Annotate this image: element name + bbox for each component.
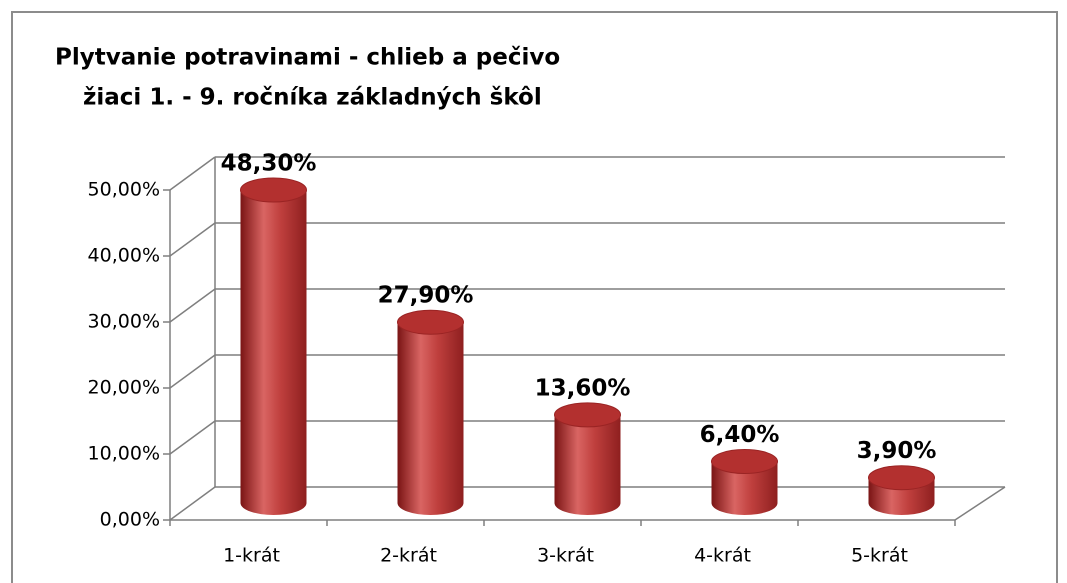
bar [240, 178, 307, 516]
x-tick-label: 2-krát [380, 545, 437, 567]
grid-diagonal [169, 156, 216, 191]
chart-subtitle: žiaci 1. - 9. ročníka základných škôl [83, 85, 542, 111]
x-tick-label: 1-krát [223, 545, 280, 567]
bar-top [868, 465, 935, 491]
grid-diagonal [169, 354, 216, 389]
y-tick-label: 50,00% [88, 179, 160, 201]
value-label: 3,90% [857, 438, 937, 464]
floor-side [954, 486, 1006, 521]
y-tick-label: 10,00% [88, 443, 160, 465]
bar-top [240, 177, 307, 203]
value-label: 48,30% [221, 151, 317, 177]
y-tick-label: 0,00% [100, 509, 160, 531]
y-tick-label: 40,00% [88, 245, 160, 267]
value-label: 27,90% [378, 283, 474, 309]
y-tick-label: 30,00% [88, 311, 160, 333]
bar-top [711, 449, 778, 475]
value-label: 6,40% [700, 422, 780, 448]
value-label: 13,60% [535, 375, 631, 401]
bar [397, 310, 464, 515]
grid-diagonal [169, 486, 216, 521]
grid-diagonal [169, 420, 216, 455]
x-tick-label: 5-krát [851, 545, 908, 567]
grid-diagonal [169, 222, 216, 257]
x-tick-label: 3-krát [537, 545, 594, 567]
x-tick-label: 4-krát [694, 545, 751, 567]
chart-title: Plytvanie potravinami - chlieb a pečivo [55, 45, 560, 71]
bar-top [397, 309, 464, 335]
bar-top [554, 402, 621, 428]
grid-diagonal [169, 288, 216, 323]
bar [554, 402, 621, 515]
y-tick-label: 20,00% [88, 377, 160, 399]
